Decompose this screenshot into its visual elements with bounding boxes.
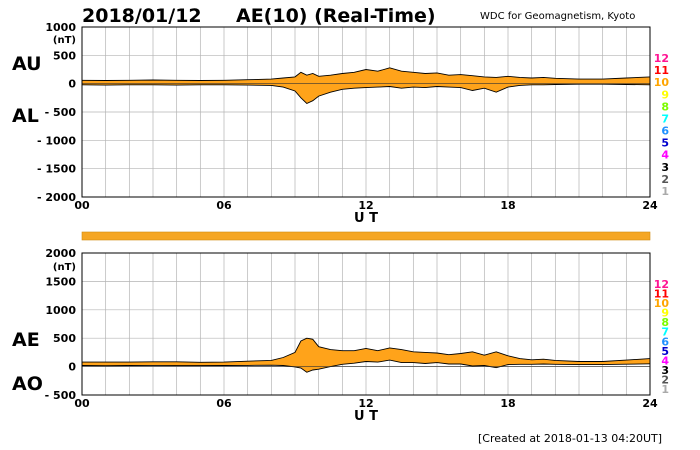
y-tick-label: - 2000 <box>37 191 76 204</box>
date-title: 2018/01/12 <box>82 5 202 27</box>
y-unit-label: (nT) <box>53 262 76 273</box>
y-tick-label: 1000 <box>45 21 76 34</box>
station-count-label: 3 <box>661 161 669 174</box>
station-count-label: 7 <box>661 326 669 339</box>
station-count-label: 4 <box>661 149 669 162</box>
station-count-label: 11 <box>654 288 669 301</box>
station-count-label: 8 <box>661 316 669 329</box>
index-title: AE(10) (Real-Time) <box>236 5 436 27</box>
x-tick-label: 18 <box>500 199 515 212</box>
series-line-ao <box>81 359 651 373</box>
index-label-al: AL <box>12 105 39 127</box>
y-tick-label: - 500 <box>45 106 77 119</box>
x-tick-label: 24 <box>642 397 658 410</box>
station-count-label: 2 <box>661 373 669 386</box>
y-tick-label: 2000 <box>45 247 76 260</box>
station-count-label: 9 <box>661 307 669 320</box>
x-axis-label: U T <box>354 211 378 226</box>
x-tick-label: 00 <box>74 199 90 212</box>
x-tick-label: 06 <box>216 397 232 410</box>
x-tick-label: 12 <box>358 199 373 212</box>
y-tick-label: 500 <box>53 332 76 345</box>
station-count-label: 6 <box>661 335 669 348</box>
index-label-ao: AO <box>12 373 43 395</box>
station-count-label: 7 <box>661 112 669 125</box>
y-tick-label: - 1500 <box>37 163 76 176</box>
y-tick-label: - 500 <box>45 389 77 402</box>
station-count-label: 1 <box>661 185 669 198</box>
x-tick-label: 00 <box>74 397 90 410</box>
plot-frame <box>81 26 651 198</box>
data-availability-bar <box>81 231 651 241</box>
station-count-label: 2 <box>661 173 669 186</box>
y-tick-label: 1500 <box>45 275 76 288</box>
x-tick-label: 18 <box>500 397 515 410</box>
station-count-label: 5 <box>661 137 669 150</box>
plot-frame <box>81 252 651 396</box>
station-count-label: 9 <box>661 88 669 101</box>
index-label-au: AU <box>12 53 42 75</box>
x-axis-label: U T <box>354 409 378 424</box>
series-line-ae <box>82 337 651 363</box>
station-count-label: 8 <box>661 100 669 113</box>
filled-range-area <box>82 338 650 373</box>
index-label-ae: AE <box>12 329 40 351</box>
chart-panel-1: 1000 500 0 - 500 - 1000 - 1500 - 2000 (nT) 00 06 1… <box>12 21 669 226</box>
y-tick-label: - 1000 <box>37 134 76 147</box>
station-count-label: 12 <box>654 278 669 291</box>
x-tick-label: 06 <box>216 199 232 212</box>
station-count-label: 10 <box>654 76 670 89</box>
organization-label: WDC for Geomagnetism, Kyoto <box>480 11 636 22</box>
y-unit-label: (nT) <box>53 35 76 46</box>
station-count-label: 4 <box>661 354 669 367</box>
y-tick-label: 0 <box>68 78 76 91</box>
x-tick-label: 24 <box>642 199 658 212</box>
station-count-label: 12 <box>654 52 669 65</box>
station-count-label: 1 <box>661 383 669 396</box>
station-count-label: 10 <box>654 297 670 310</box>
station-count-label: 3 <box>661 364 669 377</box>
created-timestamp: [Created at 2018-01-13 04:20UT] <box>478 432 663 445</box>
station-count-label: 5 <box>661 345 669 358</box>
series-line-al <box>81 83 651 105</box>
series-line-au <box>81 67 651 81</box>
y-tick-label: 0 <box>68 361 76 374</box>
station-count-label: 6 <box>661 125 669 138</box>
x-tick-label: 12 <box>358 397 373 410</box>
y-tick-label: 1000 <box>45 304 76 317</box>
y-tick-label: 500 <box>53 49 76 62</box>
station-count-label: 11 <box>654 64 669 77</box>
